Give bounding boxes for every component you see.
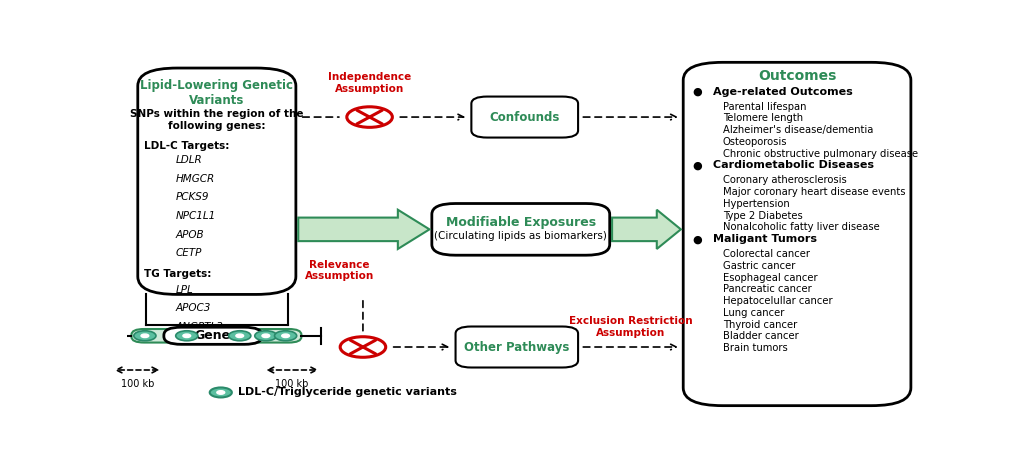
Circle shape bbox=[262, 334, 269, 338]
Text: Gene: Gene bbox=[195, 329, 230, 342]
Text: Modifiable Exposures: Modifiable Exposures bbox=[445, 216, 595, 230]
Text: Parental lifespan: Parental lifespan bbox=[722, 101, 805, 112]
Text: Telomere length: Telomere length bbox=[722, 113, 802, 123]
FancyBboxPatch shape bbox=[455, 326, 578, 368]
Text: Confounds: Confounds bbox=[489, 111, 559, 124]
Text: Nonalcoholic fatty liver disease: Nonalcoholic fatty liver disease bbox=[722, 222, 878, 232]
Circle shape bbox=[228, 331, 251, 341]
Text: Independence
Assumption: Independence Assumption bbox=[328, 72, 411, 94]
Text: Colorectal cancer: Colorectal cancer bbox=[722, 249, 809, 259]
Circle shape bbox=[274, 331, 297, 341]
Text: TG Targets:: TG Targets: bbox=[144, 269, 211, 280]
Text: ANGPTL3: ANGPTL3 bbox=[175, 322, 223, 332]
Text: Relevance
Assumption: Relevance Assumption bbox=[305, 260, 374, 281]
Text: Maligant Tumors: Maligant Tumors bbox=[712, 234, 816, 244]
Text: Outcomes: Outcomes bbox=[757, 69, 836, 83]
Text: 100 kb: 100 kb bbox=[274, 379, 308, 389]
Text: Hypertension: Hypertension bbox=[722, 199, 789, 209]
Text: APOC3: APOC3 bbox=[175, 303, 211, 313]
Text: Chronic obstructive pulmonary disease: Chronic obstructive pulmonary disease bbox=[722, 149, 917, 159]
Text: PCKS9: PCKS9 bbox=[175, 193, 209, 202]
Text: (Circulating lipids as biomarkers): (Circulating lipids as biomarkers) bbox=[434, 232, 606, 242]
FancyBboxPatch shape bbox=[431, 204, 609, 255]
Text: Age-related Outcomes: Age-related Outcomes bbox=[712, 87, 852, 97]
Text: Hepatocelullar cancer: Hepatocelullar cancer bbox=[722, 296, 832, 306]
Text: ●: ● bbox=[692, 160, 702, 170]
Circle shape bbox=[217, 391, 224, 394]
Text: ●: ● bbox=[692, 234, 702, 244]
Text: SNPs within the region of the
following genes:: SNPs within the region of the following … bbox=[130, 109, 304, 131]
Text: Other Pathways: Other Pathways bbox=[464, 340, 569, 354]
Circle shape bbox=[255, 331, 276, 341]
Text: Lung cancer: Lung cancer bbox=[722, 308, 784, 318]
Text: APOB: APOB bbox=[175, 230, 204, 239]
Text: Type 2 Diabetes: Type 2 Diabetes bbox=[722, 211, 802, 221]
Text: Major coronary heart disease events: Major coronary heart disease events bbox=[722, 187, 904, 197]
Circle shape bbox=[235, 334, 244, 338]
Text: Lipid-Lowering Genetic
Variants: Lipid-Lowering Genetic Variants bbox=[141, 79, 293, 107]
Text: Osteoporosis: Osteoporosis bbox=[722, 137, 787, 147]
Text: Exclusion Restriction
Assumption: Exclusion Restriction Assumption bbox=[569, 317, 692, 338]
Text: CETP: CETP bbox=[175, 248, 202, 258]
FancyBboxPatch shape bbox=[164, 327, 262, 344]
Circle shape bbox=[175, 331, 198, 341]
FancyBboxPatch shape bbox=[138, 68, 296, 294]
Text: Esophageal cancer: Esophageal cancer bbox=[722, 273, 816, 283]
Polygon shape bbox=[611, 210, 681, 249]
Text: Cardiometabolic Diseases: Cardiometabolic Diseases bbox=[712, 160, 873, 170]
Circle shape bbox=[141, 334, 149, 338]
Text: Thyroid cancer: Thyroid cancer bbox=[722, 320, 796, 330]
Text: HMGCR: HMGCR bbox=[175, 174, 215, 184]
Circle shape bbox=[182, 334, 191, 338]
Circle shape bbox=[133, 331, 156, 341]
Text: LPL: LPL bbox=[175, 285, 194, 295]
Text: ●: ● bbox=[692, 87, 702, 97]
Circle shape bbox=[281, 334, 289, 338]
Text: Pancreatic cancer: Pancreatic cancer bbox=[722, 284, 811, 294]
Text: Gastric cancer: Gastric cancer bbox=[722, 261, 795, 271]
Text: 100 kb: 100 kb bbox=[121, 379, 154, 389]
FancyBboxPatch shape bbox=[471, 97, 578, 138]
Text: LDLR: LDLR bbox=[175, 156, 203, 165]
Text: LDL-C Targets:: LDL-C Targets: bbox=[144, 141, 229, 151]
Text: Coronary atherosclerosis: Coronary atherosclerosis bbox=[722, 175, 846, 185]
Circle shape bbox=[210, 388, 231, 397]
Text: NPC1L1: NPC1L1 bbox=[175, 211, 216, 221]
Text: LDL-C/Triglyceride genetic variants: LDL-C/Triglyceride genetic variants bbox=[238, 388, 457, 397]
Polygon shape bbox=[298, 210, 429, 249]
FancyBboxPatch shape bbox=[683, 63, 910, 406]
Text: Alzheimer's disease/dementia: Alzheimer's disease/dementia bbox=[722, 125, 872, 135]
FancyBboxPatch shape bbox=[131, 329, 302, 343]
Text: Brain tumors: Brain tumors bbox=[722, 343, 787, 353]
Text: Bladder cancer: Bladder cancer bbox=[722, 332, 798, 342]
